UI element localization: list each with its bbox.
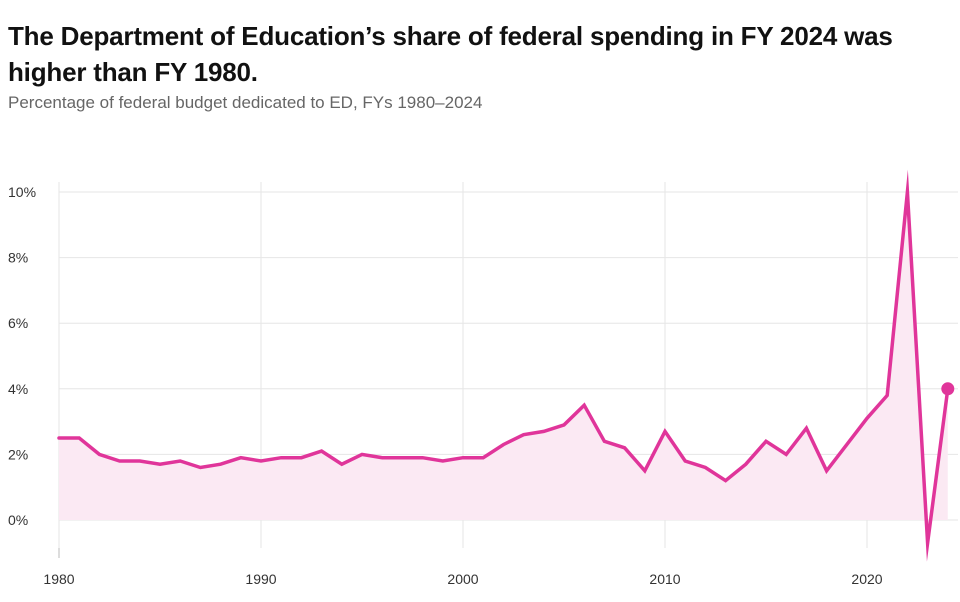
y-tick-label: 10%	[8, 184, 36, 200]
data-point-2013	[724, 479, 728, 483]
data-point-1986	[178, 459, 182, 463]
data-point-2021	[885, 393, 889, 397]
x-tick-label: 2020	[851, 571, 882, 587]
data-point-2010	[663, 429, 667, 433]
y-tick-label: 8%	[8, 250, 28, 266]
data-point-2005	[562, 423, 566, 427]
data-point-2022	[905, 190, 909, 194]
data-point-2023	[926, 541, 930, 545]
chart-title: The Department of Education’s share of f…	[8, 21, 893, 87]
area-layer	[59, 192, 948, 543]
data-point-2017	[804, 426, 808, 430]
data-point-1987	[198, 466, 202, 470]
data-point-2006	[582, 403, 586, 407]
data-point-1996	[380, 456, 384, 460]
data-point-2009	[643, 469, 647, 473]
x-axis: 1980 1990 2000 2010 2020	[43, 571, 882, 587]
data-point-2001	[481, 456, 485, 460]
x-tick-label: 2000	[447, 571, 478, 587]
data-point-1981	[77, 436, 81, 440]
data-point-1980	[57, 436, 61, 440]
data-point-1989	[239, 456, 243, 460]
y-tick-label: 6%	[8, 315, 28, 331]
data-point-1995	[360, 452, 364, 456]
data-point-1982	[97, 452, 101, 456]
data-point-2018	[825, 469, 829, 473]
x-tick-label: 1990	[245, 571, 276, 587]
data-point-2007	[602, 439, 606, 443]
data-point-2011	[683, 459, 687, 463]
series-area	[59, 192, 948, 543]
data-point-1999	[441, 459, 445, 463]
data-point-2012	[703, 466, 707, 470]
data-point-2008	[623, 446, 627, 450]
chart-subtitle: Percentage of federal budget dedicated t…	[8, 93, 483, 112]
data-point-2020	[865, 416, 869, 420]
data-point-1984	[138, 459, 142, 463]
data-point-1992	[299, 456, 303, 460]
data-point-1991	[279, 456, 283, 460]
data-point-1983	[118, 459, 122, 463]
y-tick-label: 2%	[8, 446, 28, 462]
data-point-1988	[219, 462, 223, 466]
y-tick-label: 4%	[8, 381, 28, 397]
data-point-1985	[158, 462, 162, 466]
data-point-2003	[522, 433, 526, 437]
data-point-2014	[744, 462, 748, 466]
data-point-1994	[340, 462, 344, 466]
data-point-1990	[259, 459, 263, 463]
series-line	[57, 169, 950, 562]
y-axis: 0% 2% 4% 6% 8% 10%	[8, 184, 36, 528]
data-point-1993	[320, 449, 324, 453]
data-point-2019	[845, 443, 849, 447]
x-tick-label: 1980	[43, 571, 74, 587]
data-point-2016	[784, 452, 788, 456]
data-point-1997	[400, 456, 404, 460]
line-layer	[57, 169, 955, 562]
y-tick-label: 0%	[8, 512, 28, 528]
endpoint-marker	[941, 382, 955, 396]
data-point-2000	[461, 456, 465, 460]
data-point-2002	[501, 443, 505, 447]
x-tick-label: 2010	[649, 571, 680, 587]
data-point-2004	[542, 429, 546, 433]
data-point-1998	[421, 456, 425, 460]
data-point-2015	[764, 439, 768, 443]
